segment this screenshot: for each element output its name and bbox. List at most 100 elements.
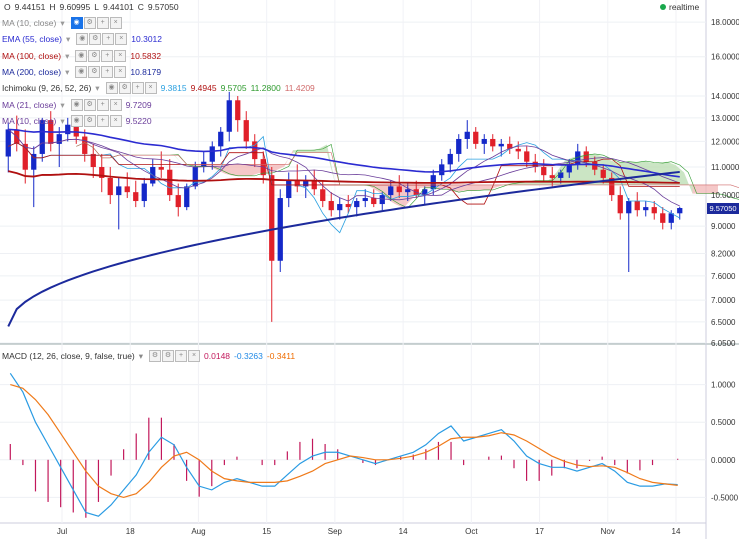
candle-body — [541, 167, 547, 176]
candle-body — [422, 189, 428, 196]
candle-body — [235, 100, 241, 121]
candle-body — [464, 131, 470, 139]
plus-icon[interactable]: + — [131, 82, 144, 95]
dropdown-arrow-icon[interactable]: ▾ — [60, 18, 65, 28]
close-icon[interactable]: × — [114, 49, 127, 62]
dropdown-arrow-icon[interactable]: ▾ — [60, 115, 65, 126]
candle-body — [141, 183, 147, 202]
eye-icon[interactable]: ◉ — [70, 114, 83, 127]
indicator-row[interactable]: MA (10, close) ▾ ◉ ⚙ + × — [2, 16, 122, 30]
settings-icon[interactable]: ⚙ — [83, 17, 96, 29]
moving-average-lines — [7, 128, 739, 327]
candle-body — [286, 180, 292, 199]
close-icon[interactable]: × — [144, 82, 157, 95]
eye-icon[interactable]: ◉ — [75, 49, 88, 62]
macd-y-tick-label: 0.0000 — [711, 456, 736, 465]
candle-body — [243, 120, 249, 142]
x-tick-label: 14 — [672, 527, 681, 536]
y-tick-label: 13.0000 — [711, 114, 739, 123]
indicator-controls: ◉ ⚙ + × — [75, 49, 127, 62]
candle-body — [345, 204, 351, 208]
ma21-line — [7, 129, 680, 197]
plus-icon[interactable]: + — [101, 49, 114, 62]
settings-icon[interactable]: ⚙ — [162, 350, 175, 362]
macd-panel — [9, 372, 679, 518]
macd-controls: ⚙ ⚙ + × — [149, 350, 201, 362]
eye-icon[interactable]: ◉ — [75, 65, 88, 78]
macd-y-tick-label: 0.5000 — [711, 418, 736, 427]
dropdown-arrow-icon[interactable]: ▾ — [138, 351, 144, 361]
indicator-row[interactable]: MA (21, close) ▾ ◉ ⚙ + × 9.7209 — [2, 98, 152, 112]
indicator-value: 11.2800 — [250, 83, 281, 94]
candle-body — [388, 186, 394, 196]
dropdown-arrow-icon[interactable]: ▾ — [65, 50, 70, 61]
indicator-row[interactable]: MA (100, close) ▾ ◉ ⚙ + × 10.5832 — [2, 49, 161, 63]
realtime-indicator: realtime — [660, 2, 699, 12]
candle-body — [575, 151, 581, 165]
candle-body — [22, 143, 28, 170]
plus-icon[interactable]: + — [102, 33, 115, 46]
plus-icon[interactable]: + — [96, 98, 109, 111]
eye-icon[interactable]: ◉ — [70, 17, 83, 29]
indicator-value: 9.5705 — [220, 83, 247, 94]
candle-body — [456, 138, 462, 154]
indicator-controls: ◉ ⚙ + × — [76, 33, 128, 46]
settings-icon[interactable]: ⚙ — [83, 114, 96, 127]
dropdown-arrow-icon[interactable]: ▾ — [60, 99, 65, 110]
cloud-segment — [233, 164, 242, 176]
o-value: 9.44151 — [14, 2, 46, 12]
indicator-value: 9.4945 — [190, 83, 217, 94]
plus-icon[interactable]: + — [96, 17, 109, 29]
candle-body — [626, 201, 632, 214]
indicator-value: 10.8179 — [130, 66, 162, 77]
plus-icon[interactable]: + — [101, 65, 114, 78]
candle-body — [549, 175, 555, 178]
candle-body — [651, 207, 657, 214]
close-icon[interactable]: × — [115, 33, 128, 46]
candle-body — [5, 129, 11, 157]
span-b-line — [76, 142, 739, 189]
settings-icon[interactable]: ⚙ — [88, 65, 101, 78]
close-icon[interactable]: × — [109, 17, 122, 29]
cloud-segment — [650, 162, 659, 185]
candle-body — [82, 136, 88, 154]
dropdown-arrow-icon[interactable]: ▾ — [65, 66, 70, 77]
settings-icon[interactable]: ⚙ — [88, 49, 101, 62]
plus-icon[interactable]: + — [96, 114, 109, 127]
settings-icon[interactable]: ⚙ — [149, 350, 162, 362]
y-tick-label: 12.0000 — [711, 137, 739, 146]
x-tick-label: Sep — [328, 527, 343, 536]
macd-legend[interactable]: MACD (12, 26, close, 9, false, true) ▾ ⚙… — [2, 349, 295, 363]
indicator-value: 10.3012 — [131, 34, 163, 45]
settings-icon[interactable]: ⚙ — [83, 98, 96, 111]
indicator-row[interactable]: MA (10, close) ▾ ◉ ⚙ + × 9.5220 — [2, 114, 152, 128]
eye-icon[interactable]: ◉ — [76, 33, 89, 46]
candle-body — [354, 201, 360, 208]
candle-body — [65, 124, 71, 135]
candle-body — [209, 146, 215, 162]
close-icon[interactable]: × — [109, 114, 122, 127]
indicator-value: 9.3815 — [160, 83, 187, 94]
candle-body — [99, 167, 105, 178]
c-label: C — [137, 2, 144, 12]
settings-icon[interactable]: ⚙ — [118, 82, 131, 95]
dropdown-arrow-icon[interactable]: ▾ — [66, 34, 71, 45]
close-icon[interactable]: × — [114, 65, 127, 78]
close-icon[interactable]: × — [109, 98, 122, 111]
settings-icon[interactable]: ⚙ — [89, 33, 102, 46]
plus-icon[interactable]: + — [175, 350, 188, 362]
indicator-row[interactable]: MA (200, close) ▾ ◉ ⚙ + × 10.8179 — [2, 65, 161, 79]
y-tick-label: 16.0000 — [711, 53, 739, 62]
eye-icon[interactable]: ◉ — [70, 98, 83, 111]
close-icon[interactable]: × — [188, 350, 201, 362]
macd-y-tick-label: -0.5000 — [711, 493, 739, 502]
eye-icon[interactable]: ◉ — [105, 82, 118, 95]
dropdown-arrow-icon[interactable]: ▾ — [95, 83, 100, 94]
signal-line — [10, 383, 678, 499]
candle-body — [507, 143, 513, 149]
indicator-row[interactable]: Ichimoku (9, 26, 52, 26) ▾ ◉ ⚙ + × 9.3815 9.494… — [2, 81, 315, 95]
y-tick-label: 11.0000 — [711, 163, 739, 172]
indicator-row[interactable]: EMA (55, close) ▾ ◉ ⚙ + × 10.3012 — [2, 32, 162, 46]
candle-body — [269, 175, 275, 261]
